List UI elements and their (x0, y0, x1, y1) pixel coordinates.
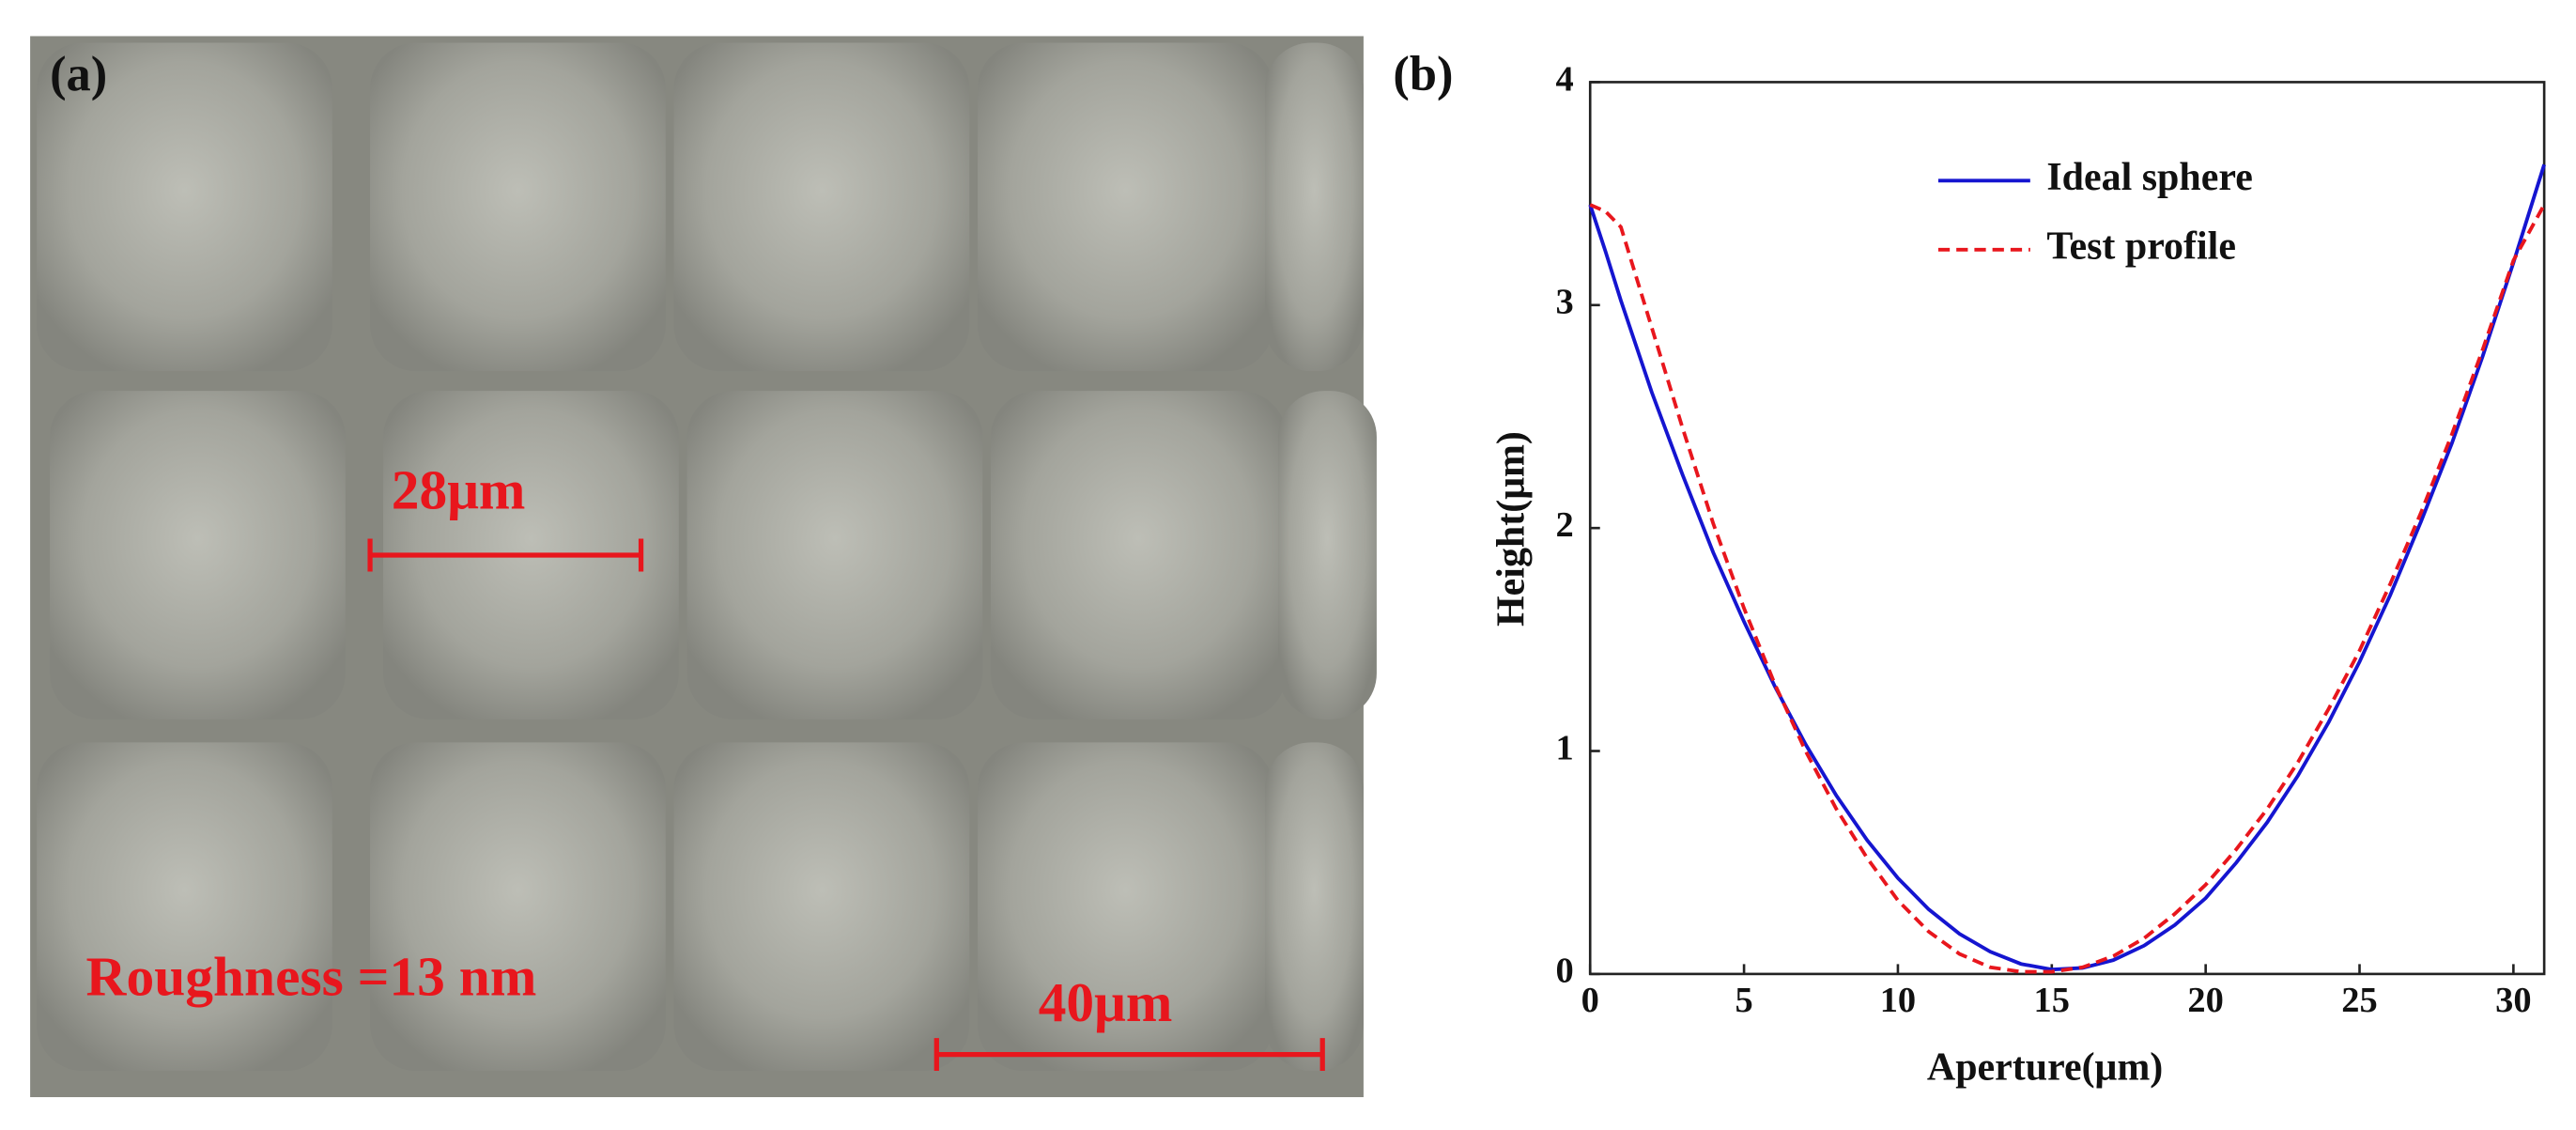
lens-cell (37, 42, 332, 372)
lens-cell (370, 742, 666, 1072)
x-tick-label: 30 (2495, 981, 2531, 1020)
lens-cell (978, 42, 1273, 372)
roughness-label: Roughness =13 nm (86, 945, 537, 1007)
series-line (1588, 163, 2546, 972)
lens-cell (37, 742, 332, 1072)
scale-bar (367, 538, 644, 572)
x-tick-label: 0 (1581, 981, 1599, 1020)
lens-cell (50, 391, 346, 720)
y-tick-label: 2 (1556, 505, 1574, 545)
lens-cell (978, 742, 1273, 1072)
y-tick-label: 4 (1556, 59, 1574, 99)
scale-label: 28μm (392, 459, 526, 521)
lens-cell (370, 42, 666, 372)
lens-cell (1278, 391, 1377, 720)
x-tick-label: 20 (2187, 981, 2223, 1020)
lens-cell (991, 391, 1287, 720)
y-axis-label: Height(μm) (1489, 431, 1533, 627)
legend-label: Test profile (2046, 224, 2236, 268)
x-tick-label: 5 (1735, 981, 1752, 1020)
lens-cell (673, 742, 970, 1072)
plot-frame (1588, 81, 2546, 976)
legend-label: Ideal sphere (2046, 156, 2253, 199)
y-tick-label: 1 (1556, 728, 1574, 767)
scale-bar (933, 1038, 1325, 1072)
lens-cell (686, 391, 983, 720)
panel-label: (a) (50, 47, 107, 101)
scale-label: 40μm (1039, 971, 1173, 1033)
y-tick-label: 0 (1556, 952, 1574, 991)
lens-cell (1265, 42, 1364, 372)
x-axis-label: Aperture(μm) (1927, 1046, 2163, 1090)
lens-cell (673, 42, 970, 372)
x-tick-label: 25 (2341, 981, 2377, 1020)
series-line (1589, 203, 2546, 974)
panel-label: (b) (1393, 47, 1453, 101)
x-tick-label: 10 (1880, 981, 1916, 1020)
micrograph (30, 36, 1377, 1098)
x-tick-label: 15 (2034, 981, 2070, 1020)
lens-cell (1265, 742, 1364, 1072)
y-tick-label: 3 (1556, 283, 1574, 322)
